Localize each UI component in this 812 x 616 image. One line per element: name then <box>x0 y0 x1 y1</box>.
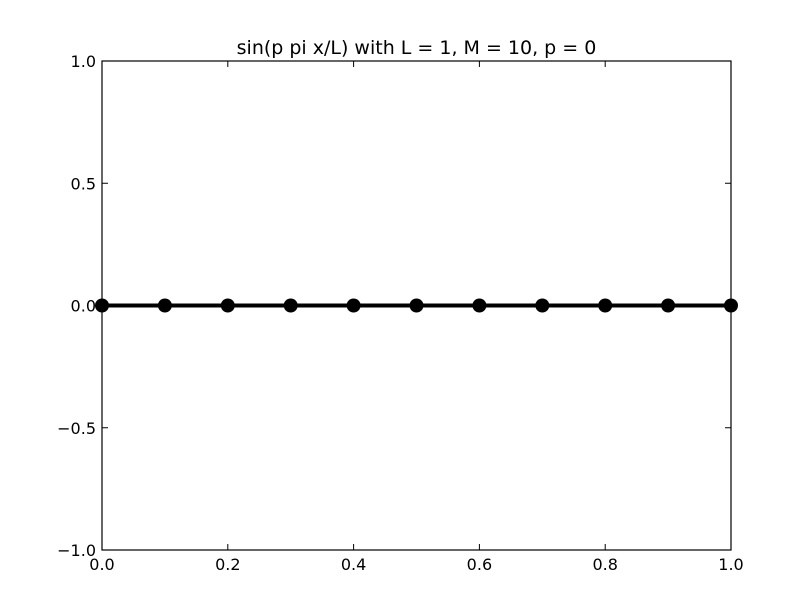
y-tick-label: 0.0 <box>71 297 96 316</box>
data-point <box>220 298 235 313</box>
data-point <box>472 298 487 313</box>
y-tick-label: −0.5 <box>57 419 96 438</box>
x-tick-label: 0.0 <box>89 555 114 574</box>
x-tick-label: 0.4 <box>341 555 366 574</box>
data-point <box>346 298 361 313</box>
y-tick-label: −1.0 <box>57 541 96 560</box>
y-tick-label: 0.5 <box>71 174 96 193</box>
plot-layer: 0.0 0.2 0.4 0.6 0.8 1.0 1.0 0.5 0.0 −0.5 −1.0 <box>57 52 744 574</box>
x-tick-label: 0.2 <box>215 555 240 574</box>
data-point <box>661 298 676 313</box>
chart-title: sin(p pi x/L) with L = 1, M = 10, p = 0 <box>237 37 597 59</box>
data-point <box>95 298 109 313</box>
data-point <box>535 298 550 313</box>
x-tick-label: 0.6 <box>467 555 492 574</box>
y-tick-label: 1.0 <box>71 52 96 71</box>
data-point <box>283 298 298 313</box>
data-point <box>598 298 613 313</box>
data-point <box>409 298 424 313</box>
x-tick-label: 0.8 <box>592 555 617 574</box>
x-tick-label: 1.0 <box>718 555 743 574</box>
data-point <box>724 298 738 313</box>
data-point <box>157 298 172 313</box>
